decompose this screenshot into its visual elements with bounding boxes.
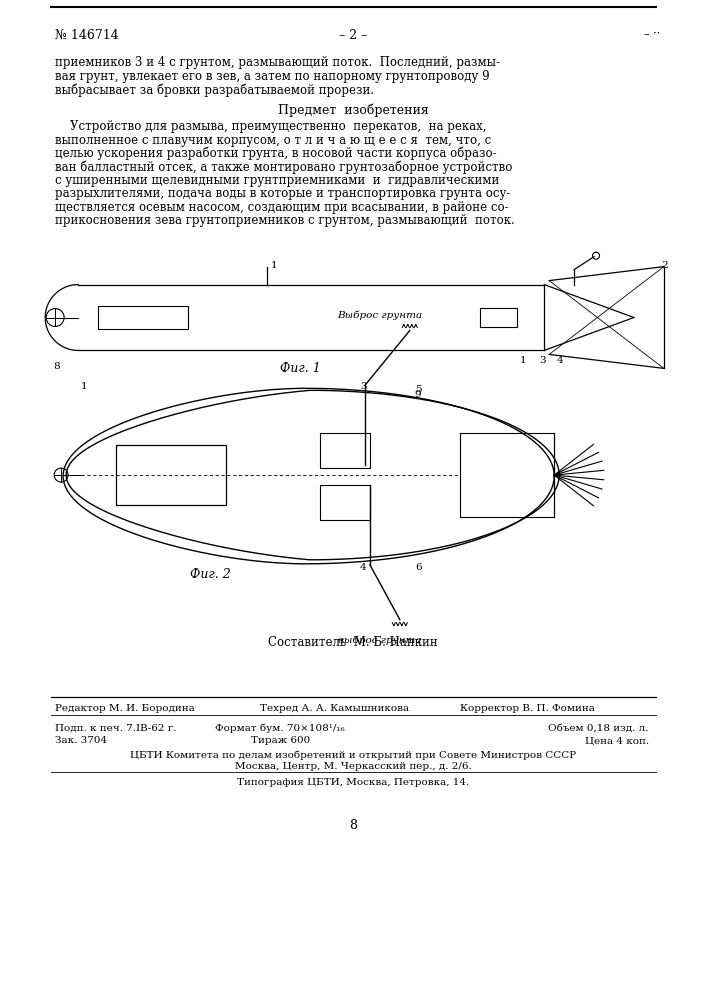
Text: 3: 3 bbox=[539, 356, 546, 365]
Bar bbox=[320, 485, 370, 520]
Text: Зак. 3704: Зак. 3704 bbox=[55, 736, 107, 745]
Text: выполненное с плавучим корпусом, о т л и ч а ю щ е е с я  тем, что, с: выполненное с плавучим корпусом, о т л и… bbox=[55, 134, 491, 147]
Text: Тираж 600: Тираж 600 bbox=[251, 736, 310, 745]
Text: 8: 8 bbox=[53, 362, 60, 371]
Text: 2: 2 bbox=[662, 261, 668, 270]
Text: Корректор В. П. Фомина: Корректор В. П. Фомина bbox=[460, 704, 595, 713]
Text: Москва, Центр, М. Черкасский пер., д. 2/6.: Москва, Центр, М. Черкасский пер., д. 2/… bbox=[235, 762, 472, 771]
Text: 4: 4 bbox=[360, 563, 367, 572]
Text: Выброс грунта: Выброс грунта bbox=[337, 311, 423, 320]
Text: 3: 3 bbox=[360, 382, 367, 391]
Text: выброс грунта: выброс грунта bbox=[338, 636, 421, 645]
Text: Редактор М. И. Бородина: Редактор М. И. Бородина bbox=[55, 704, 195, 713]
Text: ществляется осевым насосом, создающим при всасывании, в районе со-: ществляется осевым насосом, создающим пр… bbox=[55, 201, 509, 214]
Text: № 146714: № 146714 bbox=[55, 29, 119, 42]
Bar bbox=[98, 306, 187, 329]
Text: 4: 4 bbox=[556, 356, 563, 365]
Text: 9: 9 bbox=[415, 390, 421, 399]
Text: вая грунт, увлекает его в зев, а затем по напорному грунтопроводу 9: вая грунт, увлекает его в зев, а затем п… bbox=[55, 70, 490, 83]
Text: Фиг. 2: Фиг. 2 bbox=[190, 568, 231, 581]
Text: – 2 –: – 2 – bbox=[339, 29, 367, 42]
Text: Объем 0,18 изд. л.: Объем 0,18 изд. л. bbox=[549, 723, 649, 732]
Text: 6: 6 bbox=[415, 563, 421, 572]
Text: с уширенными щелевидными грунтприемниками  и  гидравлическими: с уширенными щелевидными грунтприемникам… bbox=[55, 174, 500, 187]
Text: разрыхлителями, подача воды в которые и транспортировка грунта осу-: разрыхлителями, подача воды в которые и … bbox=[55, 187, 510, 200]
Text: Подп. к печ. 7.ІВ-62 г.: Подп. к печ. 7.ІВ-62 г. bbox=[55, 723, 177, 732]
Text: Формат бум. 70×108¹/₁₆: Формат бум. 70×108¹/₁₆ bbox=[216, 723, 345, 733]
Text: – ··: – ·· bbox=[644, 29, 660, 39]
Bar bbox=[116, 445, 226, 505]
Bar bbox=[479, 308, 518, 327]
Text: 5: 5 bbox=[415, 385, 421, 394]
Text: приемников 3 и 4 с грунтом, размывающий поток.  Последний, размы-: приемников 3 и 4 с грунтом, размывающий … bbox=[55, 56, 500, 69]
Text: 1: 1 bbox=[520, 356, 526, 365]
Text: ЦБТИ Комитета по делам изобретений и открытий при Совете Министров СССР: ЦБТИ Комитета по делам изобретений и отк… bbox=[130, 750, 576, 760]
Text: 1: 1 bbox=[81, 382, 88, 391]
Text: Техред А. А. Камышникова: Техред А. А. Камышникова bbox=[260, 704, 409, 713]
Text: Цена 4 коп.: Цена 4 коп. bbox=[585, 736, 649, 745]
Text: прикосновения зева грунтоприемников с грунтом, размывающий  поток.: прикосновения зева грунтоприемников с гр… bbox=[55, 214, 515, 227]
Text: Составитель  М. Б. Нанкин: Составитель М. Б. Нанкин bbox=[268, 636, 438, 649]
Text: ван балластный отсек, а также монтировано грунтозаборное устройство: ван балластный отсек, а также монтирован… bbox=[55, 160, 513, 174]
Text: 1: 1 bbox=[270, 261, 277, 270]
Text: выбрасывает за бровки разрабатываемой прорези.: выбрасывает за бровки разрабатываемой пр… bbox=[55, 83, 374, 97]
Text: Устройство для размыва, преимущественно  перекатов,  на реках,: Устройство для размыва, преимущественно … bbox=[55, 120, 486, 133]
Text: 8: 8 bbox=[349, 819, 357, 832]
Text: Фиг. 1: Фиг. 1 bbox=[280, 362, 320, 375]
Bar bbox=[320, 433, 370, 468]
Text: Предмет  изобретения: Предмет изобретения bbox=[278, 103, 428, 117]
Text: целью ускорения разработки грунта, в носовой части корпуса образо-: целью ускорения разработки грунта, в нос… bbox=[55, 147, 497, 160]
Text: Типография ЦБТИ, Москва, Петровка, 14.: Типография ЦБТИ, Москва, Петровка, 14. bbox=[237, 778, 469, 787]
